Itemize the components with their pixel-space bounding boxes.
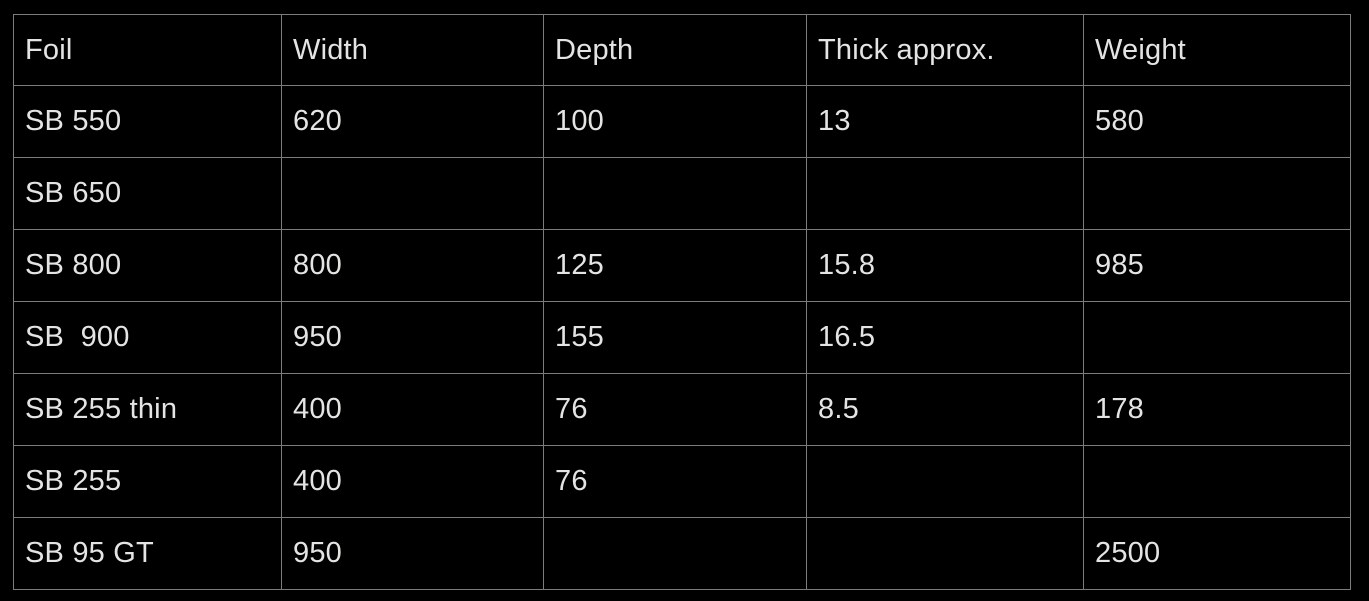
table-cell: 15.8: [806, 229, 1084, 302]
table-cell: 8.5: [806, 373, 1084, 446]
column-header-weight: Weight: [1083, 14, 1351, 86]
table-cell: 400: [281, 373, 544, 446]
table-row: SB 255 400 76: [13, 445, 1351, 518]
table-cell: [1083, 445, 1351, 518]
table-cell: 76: [543, 445, 807, 518]
table-cell: 155: [543, 301, 807, 374]
table-row: SB 800 800 125 15.8 985: [13, 229, 1351, 302]
table-cell: 400: [281, 445, 544, 518]
table-row: SB 95 GT 950 2500: [13, 517, 1351, 590]
table-cell: 100: [543, 85, 807, 158]
table-cell: 16.5: [806, 301, 1084, 374]
table-cell: SB 255: [13, 445, 282, 518]
table-cell: [1083, 157, 1351, 230]
table-cell: SB 650: [13, 157, 282, 230]
column-header-foil: Foil: [13, 14, 282, 86]
table-cell: 620: [281, 85, 544, 158]
header-row: Foil Width Depth Thick approx. Weight: [13, 14, 1351, 86]
table-cell: SB 95 GT: [13, 517, 282, 590]
foil-specs-table: Foil Width Depth Thick approx. Weight SB…: [13, 14, 1351, 590]
table-cell: [806, 157, 1084, 230]
table-cell: [543, 157, 807, 230]
column-header-thick: Thick approx.: [806, 14, 1084, 86]
table-cell: SB 800: [13, 229, 282, 302]
table-row: SB 255 thin 400 76 8.5 178: [13, 373, 1351, 446]
table-cell: 2500: [1083, 517, 1351, 590]
table-cell: 76: [543, 373, 807, 446]
column-header-depth: Depth: [543, 14, 807, 86]
table-cell: 178: [1083, 373, 1351, 446]
table-cell: 125: [543, 229, 807, 302]
table-row: SB 900 950 155 16.5: [13, 301, 1351, 374]
table-cell: [1083, 301, 1351, 374]
table-cell: 13: [806, 85, 1084, 158]
table-cell: 950: [281, 517, 544, 590]
table-cell: SB 900: [13, 301, 282, 374]
table-body: SB 550 620 100 13 580 SB 650 SB 800 800 125 15.8 9…: [13, 85, 1351, 590]
table-cell: [543, 517, 807, 590]
table-cell: 950: [281, 301, 544, 374]
table-cell: 580: [1083, 85, 1351, 158]
table-cell: [806, 445, 1084, 518]
table-cell: SB 550: [13, 85, 282, 158]
table-cell: [281, 157, 544, 230]
column-header-width: Width: [281, 14, 544, 86]
table-row: SB 550 620 100 13 580: [13, 85, 1351, 158]
table-cell: [806, 517, 1084, 590]
table-cell: 800: [281, 229, 544, 302]
table-row: SB 650: [13, 157, 1351, 230]
table-cell: 985: [1083, 229, 1351, 302]
table-cell: SB 255 thin: [13, 373, 282, 446]
